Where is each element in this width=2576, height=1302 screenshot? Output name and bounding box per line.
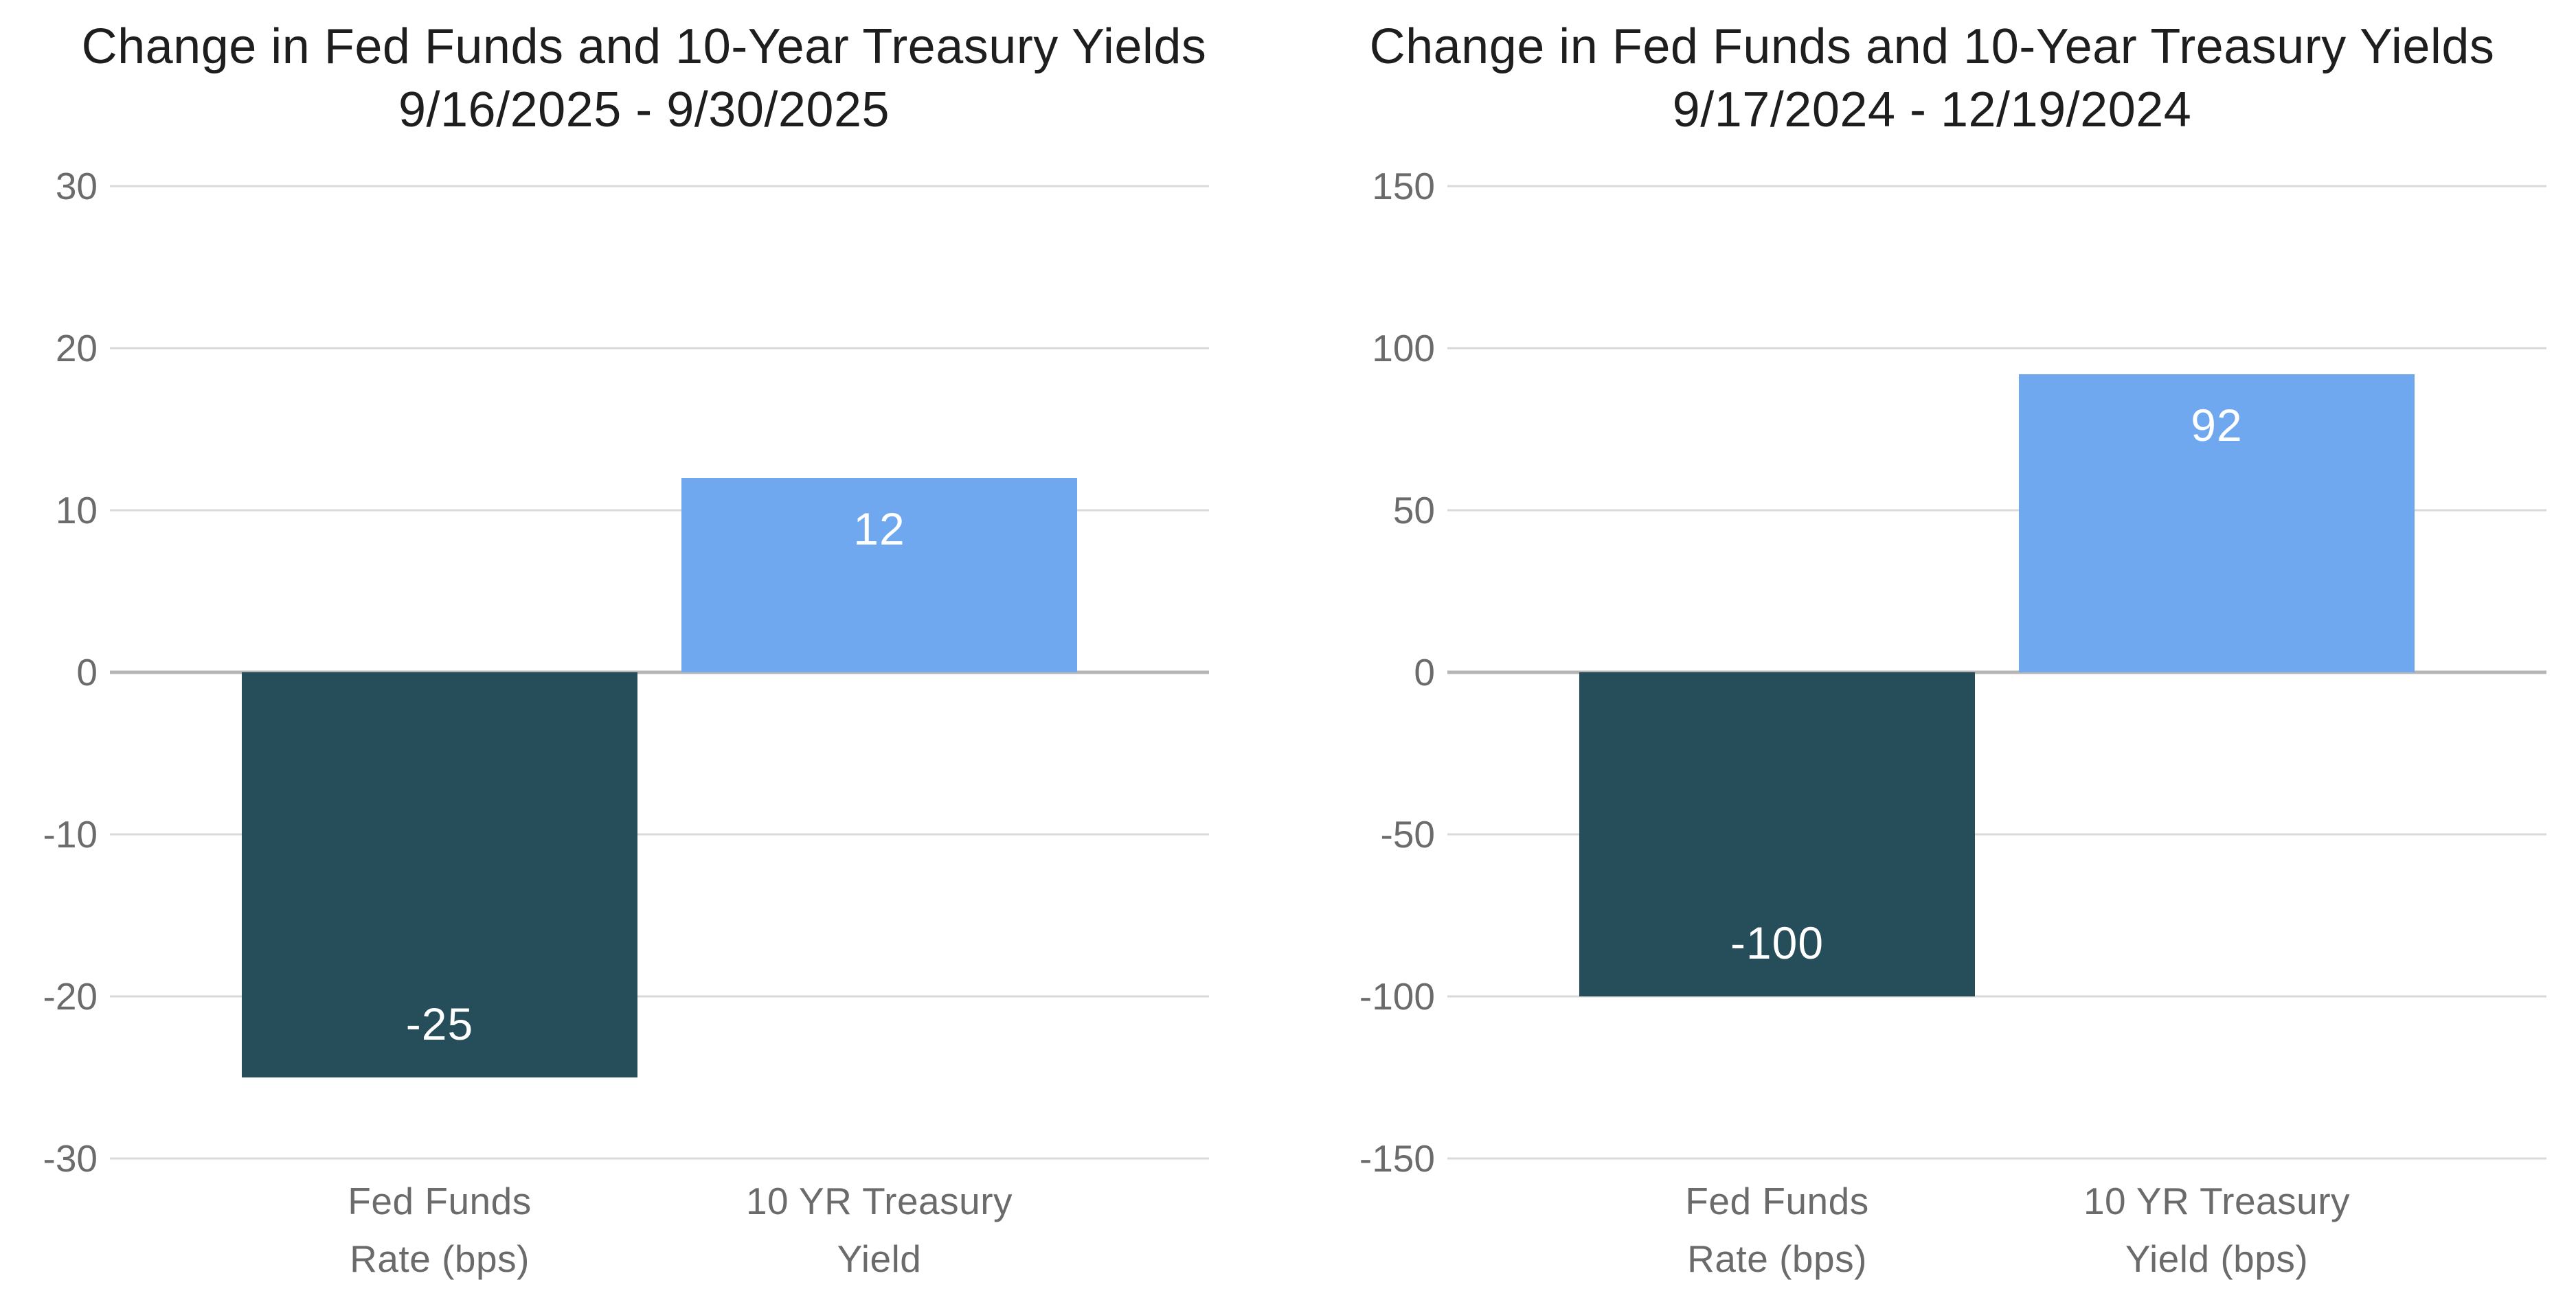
bar-value-label: -100	[1730, 917, 1824, 968]
y-axis-tick-label: -100	[1359, 975, 1435, 1018]
chart-title: Change in Fed Funds and 10-Year Treasury…	[0, 15, 1288, 141]
chart-sep-2025: Change in Fed Funds and 10-Year Treasury…	[0, 15, 1288, 1280]
gridline	[1447, 347, 2546, 350]
y-axis-tick-label: -50	[1380, 813, 1436, 856]
gridline	[110, 347, 1209, 350]
zero-axis-line	[1447, 670, 2546, 674]
plot-area: 30 20 10 0 -10 -20 -30 -25 Fed Funds Rate (bps) 1…	[43, 165, 1209, 1280]
chart-subtitle-date-range: 9/16/2025 - 9/30/2025	[398, 82, 890, 137]
gridline	[1447, 185, 2546, 187]
gridline	[110, 509, 1209, 512]
gridline	[1447, 1157, 2546, 1160]
gridline	[1447, 509, 2546, 512]
x-axis-category-label: Fed Funds Rate (bps)	[1685, 1180, 1869, 1280]
chart-title-text: Change in Fed Funds and 10-Year Treasury…	[1369, 19, 2495, 74]
gridline	[1447, 995, 2546, 998]
x-axis-category-label: 10 YR Treasury Yield	[745, 1180, 1013, 1280]
bar-fed-funds-rate: -100	[1579, 672, 1975, 996]
chart-sep-dec-2024: Change in Fed Funds and 10-Year Treasury…	[1288, 0, 2576, 1302]
chart-title: Change in Fed Funds and 10-Year Treasury…	[1288, 15, 2576, 141]
gridline	[110, 1157, 1209, 1160]
x-axis-category-label: Fed Funds Rate (bps)	[348, 1180, 532, 1280]
gridline	[110, 185, 1209, 187]
y-axis-tick-label: 20	[55, 327, 98, 369]
zero-axis-line	[110, 670, 1209, 674]
y-axis-tick-label: 150	[1372, 165, 1435, 207]
chart-title-text: Change in Fed Funds and 10-Year Treasury…	[81, 19, 1207, 74]
bar-10yr-treasury-yield: 92	[2019, 374, 2415, 672]
gridline	[110, 995, 1209, 998]
y-axis-tick-label: 100	[1372, 327, 1435, 369]
y-axis-tick-label: 10	[55, 489, 98, 532]
bar-10yr-treasury-yield: 12	[681, 477, 1077, 672]
bar-fed-funds-rate: -25	[242, 672, 637, 1077]
y-axis-tick-label: 30	[55, 165, 98, 207]
y-axis-tick-label: -30	[43, 1137, 98, 1180]
y-axis-tick-label: 50	[1392, 489, 1435, 532]
chart-subtitle-date-range: 9/17/2024 - 12/19/2024	[1672, 82, 2192, 137]
plot-area: 150 100 50 0 -50 -100 -150 -100 Fed Funds Rate (…	[1359, 165, 2546, 1280]
y-axis-tick-label: 0	[1414, 651, 1435, 694]
y-axis-tick-label: -20	[43, 975, 98, 1018]
gridline	[110, 833, 1209, 836]
bar-value-label: -25	[405, 998, 474, 1049]
y-axis-tick-label: 0	[76, 651, 98, 694]
gridline	[1447, 833, 2546, 836]
bar-value-label: 92	[2191, 399, 2243, 450]
y-axis-tick-label: -10	[43, 813, 98, 856]
bar-value-label: 12	[853, 503, 905, 554]
y-axis-tick-label: -150	[1359, 1137, 1435, 1180]
x-axis-category-label: 10 YR Treasury Yield (bps)	[2083, 1180, 2351, 1280]
